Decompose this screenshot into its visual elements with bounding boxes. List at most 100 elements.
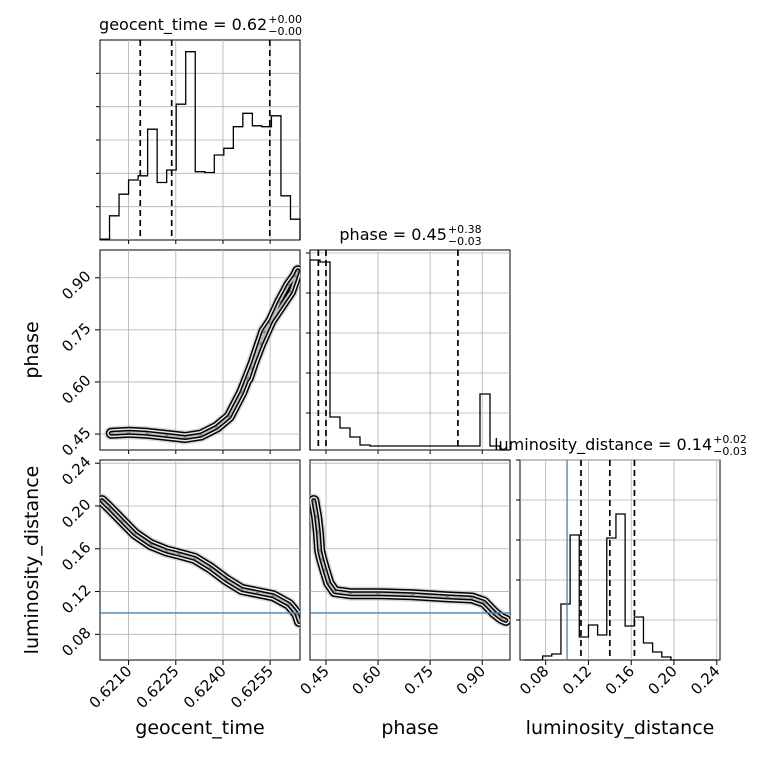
- x-axis-label-geocent_time: geocent_time: [135, 717, 264, 739]
- x-tick-label: 0.20: [644, 662, 680, 698]
- panel-frames: [99, 39, 721, 661]
- scatter-point: [411, 593, 415, 597]
- x-axis-label-luminosity_distance: luminosity_distance: [526, 717, 715, 739]
- scatter-point: [312, 499, 316, 503]
- panel-title-luminosity_distance: luminosity_distance = 0.14 +0.02−0.03: [494, 433, 747, 458]
- scatter-point: [297, 619, 300, 624]
- scatter-point: [149, 542, 153, 547]
- scatter-point: [120, 519, 124, 523]
- x-tick-label: 0.45: [296, 662, 332, 698]
- scatter-point: [327, 581, 331, 585]
- x-tick-label: 0.75: [401, 662, 437, 698]
- x-tick-label: 0.12: [559, 662, 595, 698]
- scatter-point: [109, 431, 113, 435]
- scatter-point: [227, 415, 231, 419]
- title-minus: −0.03: [448, 235, 482, 248]
- panel-2d-luminosity_distance_vs_geocent_time: [100, 493, 300, 629]
- y-axis-label-phase: phase: [21, 321, 43, 378]
- panel-frame: [99, 249, 301, 451]
- scatter-point: [470, 596, 474, 600]
- scatter-point: [199, 433, 203, 437]
- panel-title-geocent_time: geocent_time = 0.62 +0.00−0.00: [99, 13, 302, 38]
- scatter-point: [293, 274, 297, 278]
- x-tick-label: 0.90: [453, 662, 489, 698]
- scatter-point: [277, 300, 282, 304]
- scatter-point: [271, 594, 275, 598]
- y-tick-label: 0.60: [58, 371, 94, 407]
- panel-frame: [309, 459, 511, 661]
- scatter-point: [348, 592, 352, 596]
- panel-frame: [519, 459, 721, 661]
- panel-frame: [99, 459, 301, 661]
- scatter-point: [215, 425, 219, 429]
- scatter-point: [288, 290, 293, 294]
- scatter-point: [255, 591, 260, 595]
- scatter-point: [499, 616, 503, 620]
- title-plus: +0.00: [268, 13, 302, 26]
- title-plus: +0.38: [448, 223, 482, 236]
- panel-title-phase: phase = 0.45 +0.38−0.03: [339, 223, 481, 248]
- scatter-point: [316, 530, 320, 534]
- y-tick-label: 0.90: [58, 267, 94, 303]
- x-tick-label: 0.6240: [180, 662, 230, 712]
- y-tick-label: 0.20: [58, 495, 94, 531]
- scatter-point: [108, 506, 112, 510]
- scatter-point: [482, 600, 486, 604]
- scatter-point: [224, 578, 228, 582]
- contour-layer: [100, 263, 510, 629]
- scatter-point: [133, 532, 137, 536]
- x-tick-label: 0.24: [687, 662, 723, 698]
- scatter-point: [145, 431, 150, 435]
- title-minus: −0.03: [713, 445, 747, 458]
- title-main: geocent_time = 0.62: [99, 15, 267, 35]
- scatter-point: [208, 566, 212, 570]
- histogram-geocent_time: [99, 51, 301, 240]
- panel-2d-phase_vs_geocent_time: [104, 263, 300, 445]
- scatter-point: [376, 592, 380, 596]
- scatter-point: [240, 390, 244, 394]
- x-tick-label: 0.08: [516, 662, 552, 698]
- scatter-point: [333, 589, 337, 594]
- scatter-point: [183, 435, 187, 440]
- x-axis-label-phase: phase: [381, 717, 438, 739]
- contour-core: [100, 499, 300, 623]
- scatter-point: [445, 595, 450, 599]
- x-tick-label: 0.16: [602, 662, 638, 698]
- scatter-point: [246, 376, 250, 381]
- scatter-point: [268, 321, 272, 325]
- scatter-point: [287, 602, 291, 606]
- scatter-point: [296, 269, 300, 273]
- y-tick-label: 0.08: [58, 624, 94, 660]
- scatter-point: [262, 329, 266, 334]
- y-axis-label-luminosity_distance: luminosity_distance: [21, 466, 43, 655]
- x-tick-label: 0.6225: [133, 662, 183, 712]
- title-plus: +0.02: [713, 433, 747, 446]
- scatter-point: [318, 549, 322, 553]
- x-tick-label: 0.60: [349, 662, 385, 698]
- data-marks: [99, 40, 717, 661]
- y-tick-label: 0.24: [58, 453, 94, 489]
- scatter-point: [164, 433, 168, 438]
- y-tick-label: 0.16: [58, 538, 94, 574]
- histogram-luminosity_distance: [524, 513, 717, 661]
- scatter-point: [259, 342, 263, 346]
- scatter-point: [240, 587, 244, 592]
- x-tick-label: 0.6255: [227, 662, 277, 712]
- title-main: phase = 0.45: [339, 225, 446, 244]
- scatter-point: [323, 568, 327, 572]
- y-tick-label: 0.75: [58, 319, 94, 355]
- scatter-point: [193, 556, 197, 560]
- panel-2d-luminosity_distance_vs_phase: [310, 493, 510, 628]
- title-minus: −0.00: [268, 25, 302, 38]
- scatter-point: [314, 515, 319, 519]
- scatter-point: [177, 552, 181, 556]
- histogram-phase: [309, 259, 510, 451]
- x-tick-label: 0.6210: [86, 662, 136, 712]
- scatter-point: [287, 283, 291, 287]
- title-main: luminosity_distance = 0.14: [494, 435, 712, 455]
- contour-inner: [311, 498, 509, 623]
- scatter-point: [127, 430, 131, 434]
- scatter-point: [320, 557, 324, 562]
